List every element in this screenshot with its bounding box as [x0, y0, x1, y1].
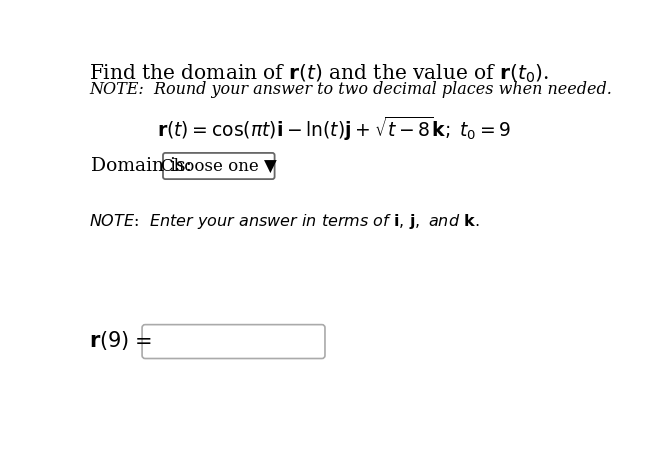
Text: Domain is:: Domain is: — [91, 157, 192, 175]
Text: $\mathit{NOTE}$:  $\mathit{Enter\ your\ answer\ in\ terms\ of\ }$$\mathbf{i}$$\m: $\mathit{NOTE}$: $\mathit{Enter\ your\ a… — [89, 212, 480, 231]
FancyBboxPatch shape — [163, 153, 275, 179]
Text: Choose one ▼: Choose one ▼ — [161, 158, 277, 174]
Text: $=$: $=$ — [130, 331, 151, 350]
Text: Find the domain of $\mathbf{r}(t)$ and the value of $\mathbf{r}(t_0)$.: Find the domain of $\mathbf{r}(t)$ and t… — [89, 63, 549, 85]
FancyBboxPatch shape — [142, 325, 325, 358]
Text: $\mathbf{r}(9)$: $\mathbf{r}(9)$ — [89, 328, 129, 352]
Text: NOTE:  Round your answer to two decimal places when needed.: NOTE: Round your answer to two decimal p… — [89, 81, 613, 98]
Text: $\mathbf{r}(t) = \cos(\pi t)\mathbf{i} - \ln(t)\mathbf{j} + \sqrt{t-8}\mathbf{k}: $\mathbf{r}(t) = \cos(\pi t)\mathbf{i} -… — [157, 115, 511, 143]
